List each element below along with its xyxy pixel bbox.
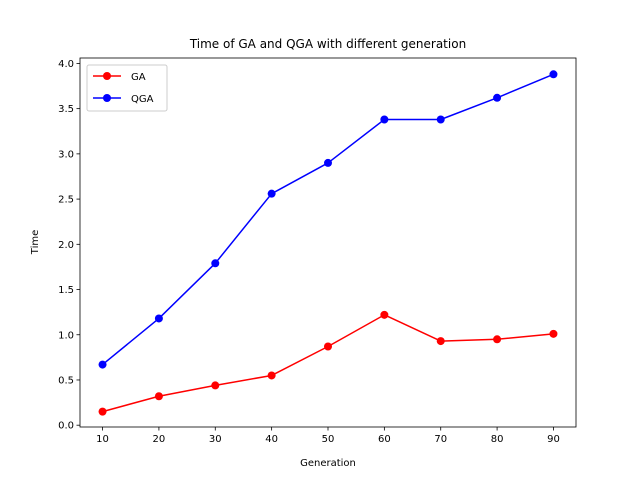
legend-item-ga: GA — [93, 72, 146, 83]
data-point-qga-50 — [324, 158, 332, 167]
plot-area: 10 20 30 40 50 60 70 80 90 0.0 0.5 1.0 1.5 2.0 2.5 3.0 3… — [58, 57, 577, 445]
y-axis-label: Time — [30, 230, 41, 255]
series-line-qga — [102, 73, 554, 366]
x-axis-label: Generation — [300, 458, 356, 469]
y-tick-label: 0.0 — [58, 421, 74, 432]
y-tick-label: 1.0 — [58, 330, 74, 341]
plot-frame — [79, 57, 577, 428]
y-tick-label: 2.5 — [58, 195, 74, 206]
data-point-qga-40 — [267, 189, 276, 198]
y-tick-label: 4.0 — [58, 59, 74, 70]
legend-item-qga: QGA — [93, 94, 154, 105]
y-tick-label: 1.5 — [58, 285, 74, 296]
x-tick-label: 80 — [491, 434, 504, 445]
data-point-ga-10 — [98, 407, 107, 416]
data-point-ga-70 — [436, 337, 445, 346]
x-tick-label: 10 — [96, 434, 109, 445]
x-tick-label: 90 — [547, 434, 560, 445]
y-tick-label: 3.5 — [58, 104, 74, 115]
data-point-qga-20 — [154, 314, 163, 323]
data-point-ga-30 — [211, 381, 220, 390]
data-point-qga-30 — [211, 259, 220, 268]
x-tick-label: 60 — [378, 434, 391, 445]
series-ga — [98, 310, 558, 416]
x-tick-label: 70 — [434, 434, 447, 445]
legend-marker-ga — [103, 72, 111, 80]
data-point-ga-90 — [549, 329, 558, 338]
data-point-ga-80 — [493, 335, 502, 344]
data-point-qga-70 — [436, 115, 445, 124]
x-tick-label: 40 — [265, 434, 278, 445]
series-line-ga — [102, 314, 554, 413]
data-point-qga-10 — [98, 360, 107, 369]
series-qga — [98, 70, 558, 369]
data-point-ga-40 — [267, 371, 276, 380]
data-point-ga-20 — [154, 392, 163, 401]
data-point-ga-50 — [324, 342, 332, 351]
x-tick-label: 50 — [322, 434, 335, 445]
y-tick-label: 0.5 — [58, 375, 74, 386]
data-point-ga-60 — [380, 310, 389, 319]
legend: GA QGA — [86, 64, 168, 112]
legend-label: GA — [131, 72, 146, 83]
legend-label: QGA — [131, 94, 154, 105]
y-tick-label: 3.0 — [58, 149, 74, 160]
y-axis: 0.0 0.5 1.0 1.5 2.0 2.5 3.0 3.5 4.0 — [58, 59, 80, 432]
data-point-qga-60 — [380, 115, 389, 124]
data-point-qga-80 — [493, 93, 502, 102]
chart-title: Time of GA and QGA with different genera… — [189, 37, 466, 51]
x-axis: 10 20 30 40 50 60 70 80 90 — [96, 427, 560, 445]
x-tick-label: 20 — [153, 434, 166, 445]
x-tick-label: 30 — [209, 434, 222, 445]
data-point-qga-90 — [549, 70, 558, 79]
y-tick-label: 2.0 — [58, 240, 74, 251]
legend-box — [86, 64, 168, 112]
legend-marker-qga — [103, 94, 111, 102]
